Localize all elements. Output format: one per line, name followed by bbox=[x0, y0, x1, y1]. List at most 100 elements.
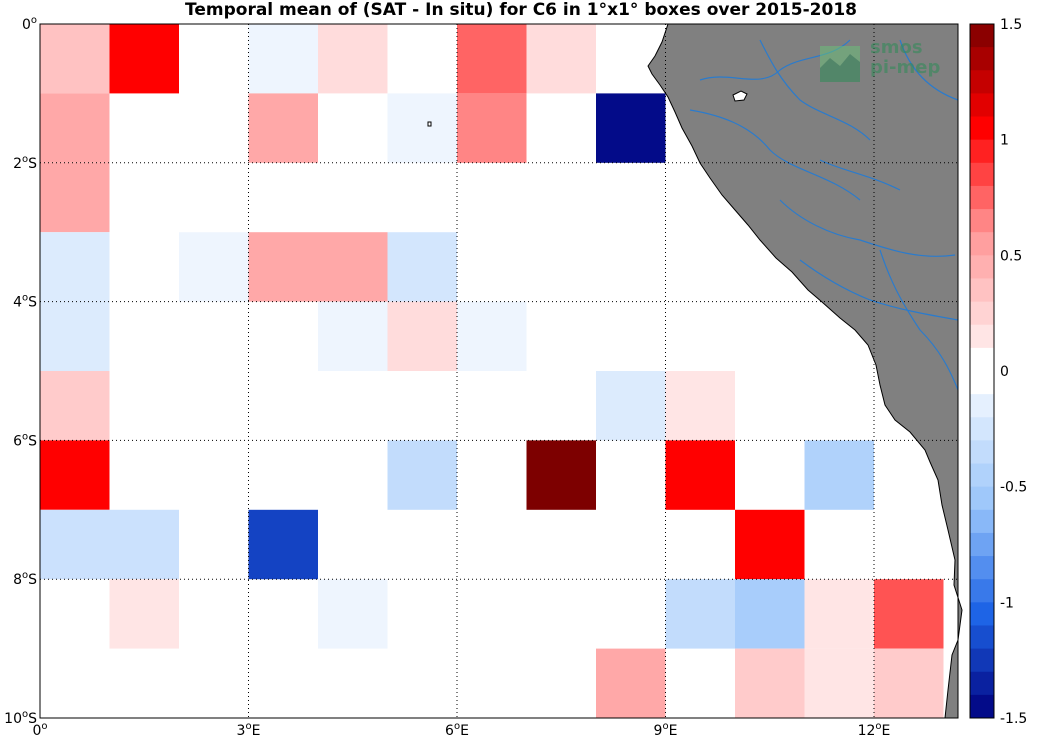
colorbar-segment bbox=[970, 532, 994, 557]
heatmap-cell bbox=[248, 509, 318, 580]
colorbar-segment bbox=[970, 324, 994, 349]
colorbar-segment bbox=[970, 139, 994, 164]
x-tick-label: 6oE bbox=[445, 721, 469, 738]
heatmap-cell bbox=[318, 24, 388, 94]
heatmap-cell bbox=[318, 232, 388, 302]
colorbar-frame bbox=[969, 23, 995, 719]
colorbar-tick-label: -1 bbox=[1000, 595, 1014, 611]
heatmap-cell bbox=[735, 648, 805, 718]
colorbar-segment bbox=[970, 440, 994, 465]
axis-labels: 0o 3oE 6oE 9oE 12oE 0o 2oS 4oS 6oS 8oS 10oS bbox=[4, 15, 890, 738]
heatmap-cell bbox=[596, 93, 666, 163]
map-title: Temporal mean of (SAT - In situ) for C6 … bbox=[185, 0, 857, 20]
heatmap-cell bbox=[248, 93, 318, 163]
island bbox=[732, 90, 748, 102]
heatmap-cell bbox=[318, 579, 388, 649]
colorbar-tick-label: 0 bbox=[1000, 364, 1009, 380]
x-tick-label: 9oE bbox=[654, 721, 678, 738]
x-tick-label: 3oE bbox=[237, 721, 261, 738]
x-tick-label: 0o bbox=[32, 721, 47, 738]
colorbar-segment bbox=[970, 509, 994, 534]
heatmap-cell bbox=[596, 648, 666, 718]
heatmap-cell bbox=[40, 162, 110, 233]
logo-line-1: smos bbox=[870, 37, 923, 58]
colorbar-tick-label: -0.5 bbox=[1000, 480, 1027, 496]
heatmap-cell bbox=[526, 24, 596, 94]
colorbar-segment bbox=[970, 486, 994, 511]
heatmap-cell bbox=[179, 232, 249, 302]
y-tick-label: 2oS bbox=[13, 154, 37, 172]
heatmap-cell bbox=[40, 509, 110, 580]
colorbar-segment bbox=[970, 625, 994, 650]
colorbar-tick-label: -1.5 bbox=[1000, 711, 1027, 727]
heatmap-cell bbox=[40, 24, 110, 94]
heatmap-cell bbox=[248, 24, 318, 94]
heatmap-cell bbox=[40, 371, 110, 441]
colorbar-segment bbox=[970, 24, 994, 48]
heatmap-cell bbox=[387, 232, 457, 302]
heatmap-cell bbox=[40, 93, 110, 163]
colorbar: 1.5 1 0.5 0 -0.5 -1 -1.5 bbox=[969, 17, 1027, 727]
rivers bbox=[689, 39, 959, 391]
heatmap-cell bbox=[387, 440, 457, 510]
colorbar-segment bbox=[970, 671, 994, 696]
colorbar-tick-label: 0.5 bbox=[1000, 248, 1022, 264]
heatmap-cell bbox=[804, 648, 874, 718]
colorbar-segment bbox=[970, 209, 994, 233]
island bbox=[427, 121, 432, 127]
heatmap-cell bbox=[804, 579, 874, 649]
heatmap-cell bbox=[40, 440, 110, 510]
colorbar-segment bbox=[970, 394, 994, 418]
heatmap-cell bbox=[735, 579, 805, 649]
colorbar-tick-label: 1 bbox=[1000, 133, 1009, 149]
heatmap-cell bbox=[457, 24, 527, 94]
heatmap-cells bbox=[40, 24, 944, 718]
y-tick-label: 6oS bbox=[13, 431, 37, 449]
grid-lines bbox=[40, 24, 958, 718]
heatmap-cell bbox=[526, 440, 596, 510]
y-tick-label: 8oS bbox=[13, 570, 37, 588]
heatmap-cell bbox=[387, 93, 457, 163]
heatmap-cell bbox=[109, 579, 179, 649]
heatmap-cell bbox=[318, 301, 388, 371]
heatmap-cell bbox=[665, 371, 735, 441]
land-mass bbox=[647, 23, 963, 719]
y-tick-label: 4oS bbox=[13, 293, 37, 311]
map-frame bbox=[39, 23, 959, 719]
y-tick-label: 0o bbox=[22, 15, 37, 33]
y-tick-label: 10oS bbox=[4, 709, 37, 727]
heatmap-cell bbox=[457, 93, 527, 163]
colorbar-segment bbox=[970, 116, 994, 141]
heatmap-cell bbox=[40, 232, 110, 302]
colorbar-tick-label: 1.5 bbox=[1000, 17, 1022, 33]
heatmap-cell bbox=[109, 509, 179, 580]
heatmap-cell bbox=[387, 301, 457, 371]
heatmap-cell bbox=[804, 440, 874, 510]
colorbar-segment bbox=[970, 278, 994, 303]
heatmap-cell bbox=[248, 232, 318, 302]
heatmap-cell bbox=[874, 579, 944, 649]
colorbar-segment bbox=[970, 47, 994, 71]
smos-pimep-logo: smos pi-mep bbox=[818, 38, 948, 86]
x-tick-label: 12oE bbox=[858, 721, 891, 738]
colorbar-segment bbox=[970, 255, 994, 279]
heatmap-cell bbox=[109, 24, 179, 94]
logo-icon bbox=[820, 46, 860, 82]
heatmap-cell bbox=[874, 648, 944, 718]
colorbar-segment bbox=[970, 694, 994, 719]
colorbar-segment bbox=[970, 162, 994, 187]
heatmap-cell bbox=[665, 579, 735, 649]
colorbar-segment bbox=[970, 556, 994, 580]
heatmap-cell bbox=[457, 301, 527, 371]
colorbar-segment bbox=[970, 371, 994, 395]
colorbar-segment bbox=[970, 232, 994, 256]
heatmap-cell bbox=[665, 440, 735, 510]
colorbar-segment bbox=[970, 185, 994, 210]
heatmap-cell bbox=[40, 301, 110, 371]
colorbar-segment bbox=[970, 648, 994, 673]
colorbar-segment bbox=[970, 579, 994, 603]
colorbar-segment bbox=[970, 93, 994, 118]
colorbar-segment bbox=[970, 463, 994, 488]
colorbar-segment bbox=[970, 347, 994, 372]
